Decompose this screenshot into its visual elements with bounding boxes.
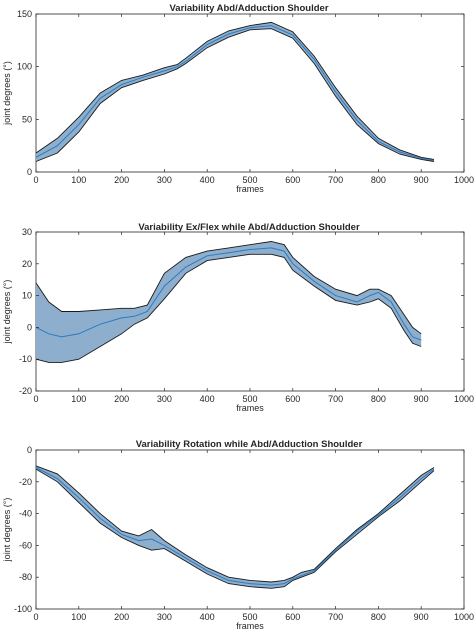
x-tick-label: 500 — [242, 394, 257, 404]
x-tick-label: 200 — [114, 175, 129, 185]
y-tick-label: -100 — [14, 604, 32, 614]
x-tick-label: 200 — [114, 612, 129, 622]
y-tick-label: -10 — [19, 354, 32, 364]
chart-title: Variability Abd/Adduction Shoulder — [169, 3, 328, 14]
x-axis-label: frames — [236, 184, 264, 194]
x-tick-label: 400 — [200, 175, 215, 185]
mean-line — [35, 467, 435, 586]
y-tick-label: 150 — [17, 9, 32, 19]
x-tick-label: 700 — [328, 394, 343, 404]
y-tick-label: 50 — [22, 114, 32, 124]
mean-line — [35, 247, 422, 341]
x-tick-label: 700 — [328, 612, 343, 622]
y-tick-label: -80 — [19, 572, 32, 582]
x-tick-label: 300 — [157, 175, 172, 185]
y-axis-label: joint degrees (°) — [2, 61, 12, 126]
x-tick-label: 700 — [328, 175, 343, 185]
y-tick-label: -60 — [19, 540, 32, 550]
lower-bound-line — [35, 28, 435, 162]
chart-rotation: Variability Rotation while Abd/Adduction… — [2, 439, 474, 631]
y-tick-label: -20 — [19, 477, 32, 487]
y-tick-label: 0 — [27, 322, 32, 332]
x-tick-label: 400 — [200, 394, 215, 404]
x-tick-label: 900 — [414, 394, 429, 404]
x-tick-label: 100 — [71, 394, 86, 404]
y-tick-label: 10 — [22, 291, 32, 301]
x-tick-label: 300 — [157, 612, 172, 622]
y-axis-label: joint degrees (°) — [2, 280, 12, 345]
upper-bound-line — [35, 241, 422, 335]
x-tick-label: 1000 — [454, 612, 474, 622]
chart-title: Variability Rotation while Abd/Adduction… — [136, 439, 363, 450]
lower-bound-line — [35, 253, 422, 363]
y-tick-label: 0 — [27, 167, 32, 177]
y-tick-label: -20 — [19, 386, 32, 396]
x-tick-label: 0 — [33, 175, 38, 185]
chart-abd-adduction: Variability Abd/Adduction Shoulder 0 100 2… — [2, 3, 474, 194]
chart-title: Variability Ex/Flex while Abd/Adduction … — [138, 222, 360, 233]
x-tick-label: 500 — [242, 612, 257, 622]
upper-bound-line — [35, 21, 435, 160]
x-tick-label: 300 — [157, 394, 172, 404]
y-tick-label: 0 — [27, 445, 32, 455]
y-axis-label: joint degrees (°) — [2, 498, 12, 563]
y-tick-label: 100 — [17, 62, 32, 72]
y-tick-label: 30 — [22, 227, 32, 237]
x-tick-label: 500 — [242, 175, 257, 185]
mean-line — [35, 25, 435, 161]
x-tick-label: 800 — [371, 175, 386, 185]
x-tick-label: 600 — [285, 394, 300, 404]
x-axis-label: frames — [236, 403, 264, 413]
y-tick-label: 20 — [22, 259, 32, 269]
chart-ex-flex: Variability Ex/Flex while Abd/Adduction … — [2, 222, 474, 413]
lower-bound-line — [35, 468, 435, 589]
y-tick-label: -40 — [19, 509, 32, 519]
x-tick-label: 800 — [371, 394, 386, 404]
x-axis-label: frames — [236, 621, 264, 631]
variability-band — [36, 465, 434, 589]
x-tick-label: 1000 — [454, 394, 474, 404]
x-tick-label: 100 — [71, 175, 86, 185]
upper-bound-line — [35, 465, 435, 583]
x-tick-label: 900 — [414, 175, 429, 185]
x-tick-label: 200 — [114, 394, 129, 404]
x-tick-label: 600 — [285, 175, 300, 185]
x-tick-label: 0 — [33, 612, 38, 622]
x-tick-label: 800 — [371, 612, 386, 622]
x-tick-label: 400 — [200, 612, 215, 622]
x-tick-label: 1000 — [454, 175, 474, 185]
x-tick-label: 900 — [414, 612, 429, 622]
x-tick-label: 600 — [285, 612, 300, 622]
x-tick-label: 0 — [33, 394, 38, 404]
x-tick-label: 100 — [71, 612, 86, 622]
